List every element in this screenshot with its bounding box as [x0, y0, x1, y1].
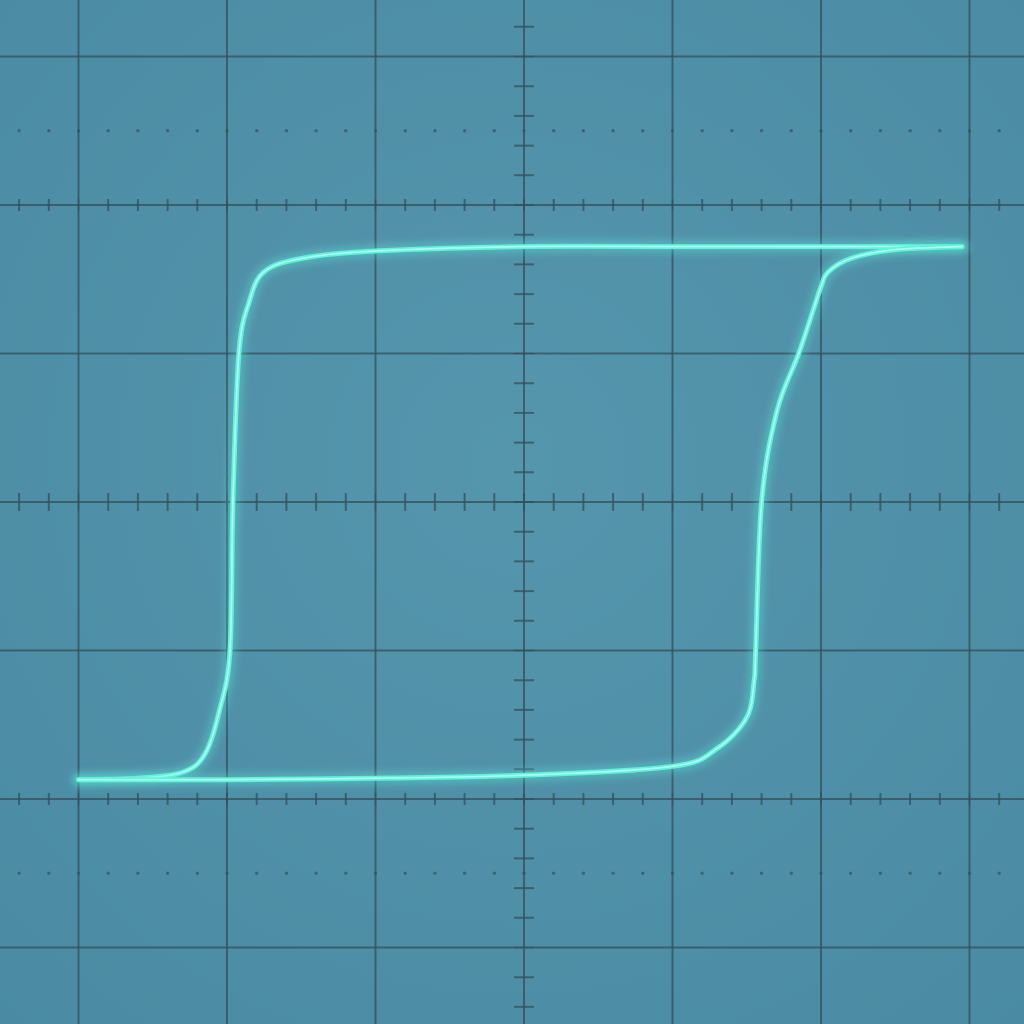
subdivision-dot	[373, 129, 378, 133]
subdivision-dot	[730, 129, 734, 133]
subdivision-dot	[522, 129, 526, 133]
subdivision-dot	[789, 871, 793, 875]
subdivision-dot	[878, 129, 883, 133]
subdivision-dot	[76, 871, 81, 875]
subdivision-dot	[17, 871, 21, 875]
subdivision-dot	[106, 129, 110, 133]
subdivision-dot	[552, 871, 556, 875]
subdivision-dot	[403, 871, 407, 875]
subdivision-dot	[611, 129, 615, 133]
subdivision-dot	[938, 871, 942, 875]
subdivision-dot	[849, 871, 853, 875]
subdivision-dot	[106, 871, 110, 875]
subdivision-dot	[581, 129, 586, 133]
subdivision-dot	[314, 871, 318, 875]
subdivision-dot	[670, 871, 675, 875]
subdivision-dot	[700, 129, 704, 133]
subdivision-dot	[552, 129, 556, 133]
subdivision-dot	[641, 129, 645, 133]
subdivision-dot	[17, 129, 21, 133]
trace-descending-core	[77, 245, 963, 781]
subdivision-dot	[284, 129, 288, 133]
subdivision-dot	[492, 871, 496, 875]
hysteresis-trace	[72, 240, 969, 786]
subdivision-dot	[760, 871, 764, 875]
subdivision-dot	[373, 871, 378, 875]
subdivision-dot	[76, 129, 81, 133]
subdivision-dot	[463, 871, 467, 875]
subdivision-dot	[136, 129, 140, 133]
subdivision-dot	[581, 871, 586, 875]
subdivision-dot	[463, 129, 467, 133]
subdivision-dot	[789, 129, 793, 133]
subdivision-dot	[314, 129, 318, 133]
trace-ascending-core	[77, 245, 963, 781]
subdivision-dot	[492, 129, 496, 133]
subdivision-dot	[700, 871, 704, 875]
subdivision-dot	[967, 871, 972, 875]
subdivision-dot	[878, 871, 883, 875]
subdivision-dot	[136, 871, 140, 875]
subdivision-dot	[344, 871, 348, 875]
subdivision-dot	[255, 871, 259, 875]
subdivision-dot	[997, 129, 1001, 133]
subdivision-dot	[166, 871, 170, 875]
subdivision-dot	[908, 129, 912, 133]
subdivision-dot	[730, 871, 734, 875]
subdivision-dot	[908, 871, 912, 875]
subdivision-dot	[433, 871, 437, 875]
subdivision-dot	[997, 871, 1001, 875]
subdivision-dot	[225, 871, 229, 875]
subdivision-dot	[255, 129, 259, 133]
subdivision-dot	[670, 129, 675, 133]
subdivision-dot	[225, 129, 229, 133]
subdivision-dot	[522, 871, 526, 875]
subdivision-dot	[938, 129, 942, 133]
subdivision-dot	[760, 129, 764, 133]
subdivision-dot	[166, 129, 170, 133]
subdivision-dot	[47, 129, 51, 133]
subdivision-dot	[849, 129, 853, 133]
subdivision-dot	[819, 129, 823, 133]
subdivision-dot	[195, 129, 199, 133]
subdivision-dot	[195, 871, 199, 875]
subdivision-dot	[284, 871, 288, 875]
subdivision-dot	[433, 129, 437, 133]
subdivision-dot	[47, 871, 51, 875]
subdivision-dot	[403, 129, 407, 133]
subdivision-dot	[967, 129, 972, 133]
subdivision-dot	[819, 871, 823, 875]
subdivision-dot	[611, 871, 615, 875]
subdivision-dot	[641, 871, 645, 875]
subdivision-dot	[344, 129, 348, 133]
